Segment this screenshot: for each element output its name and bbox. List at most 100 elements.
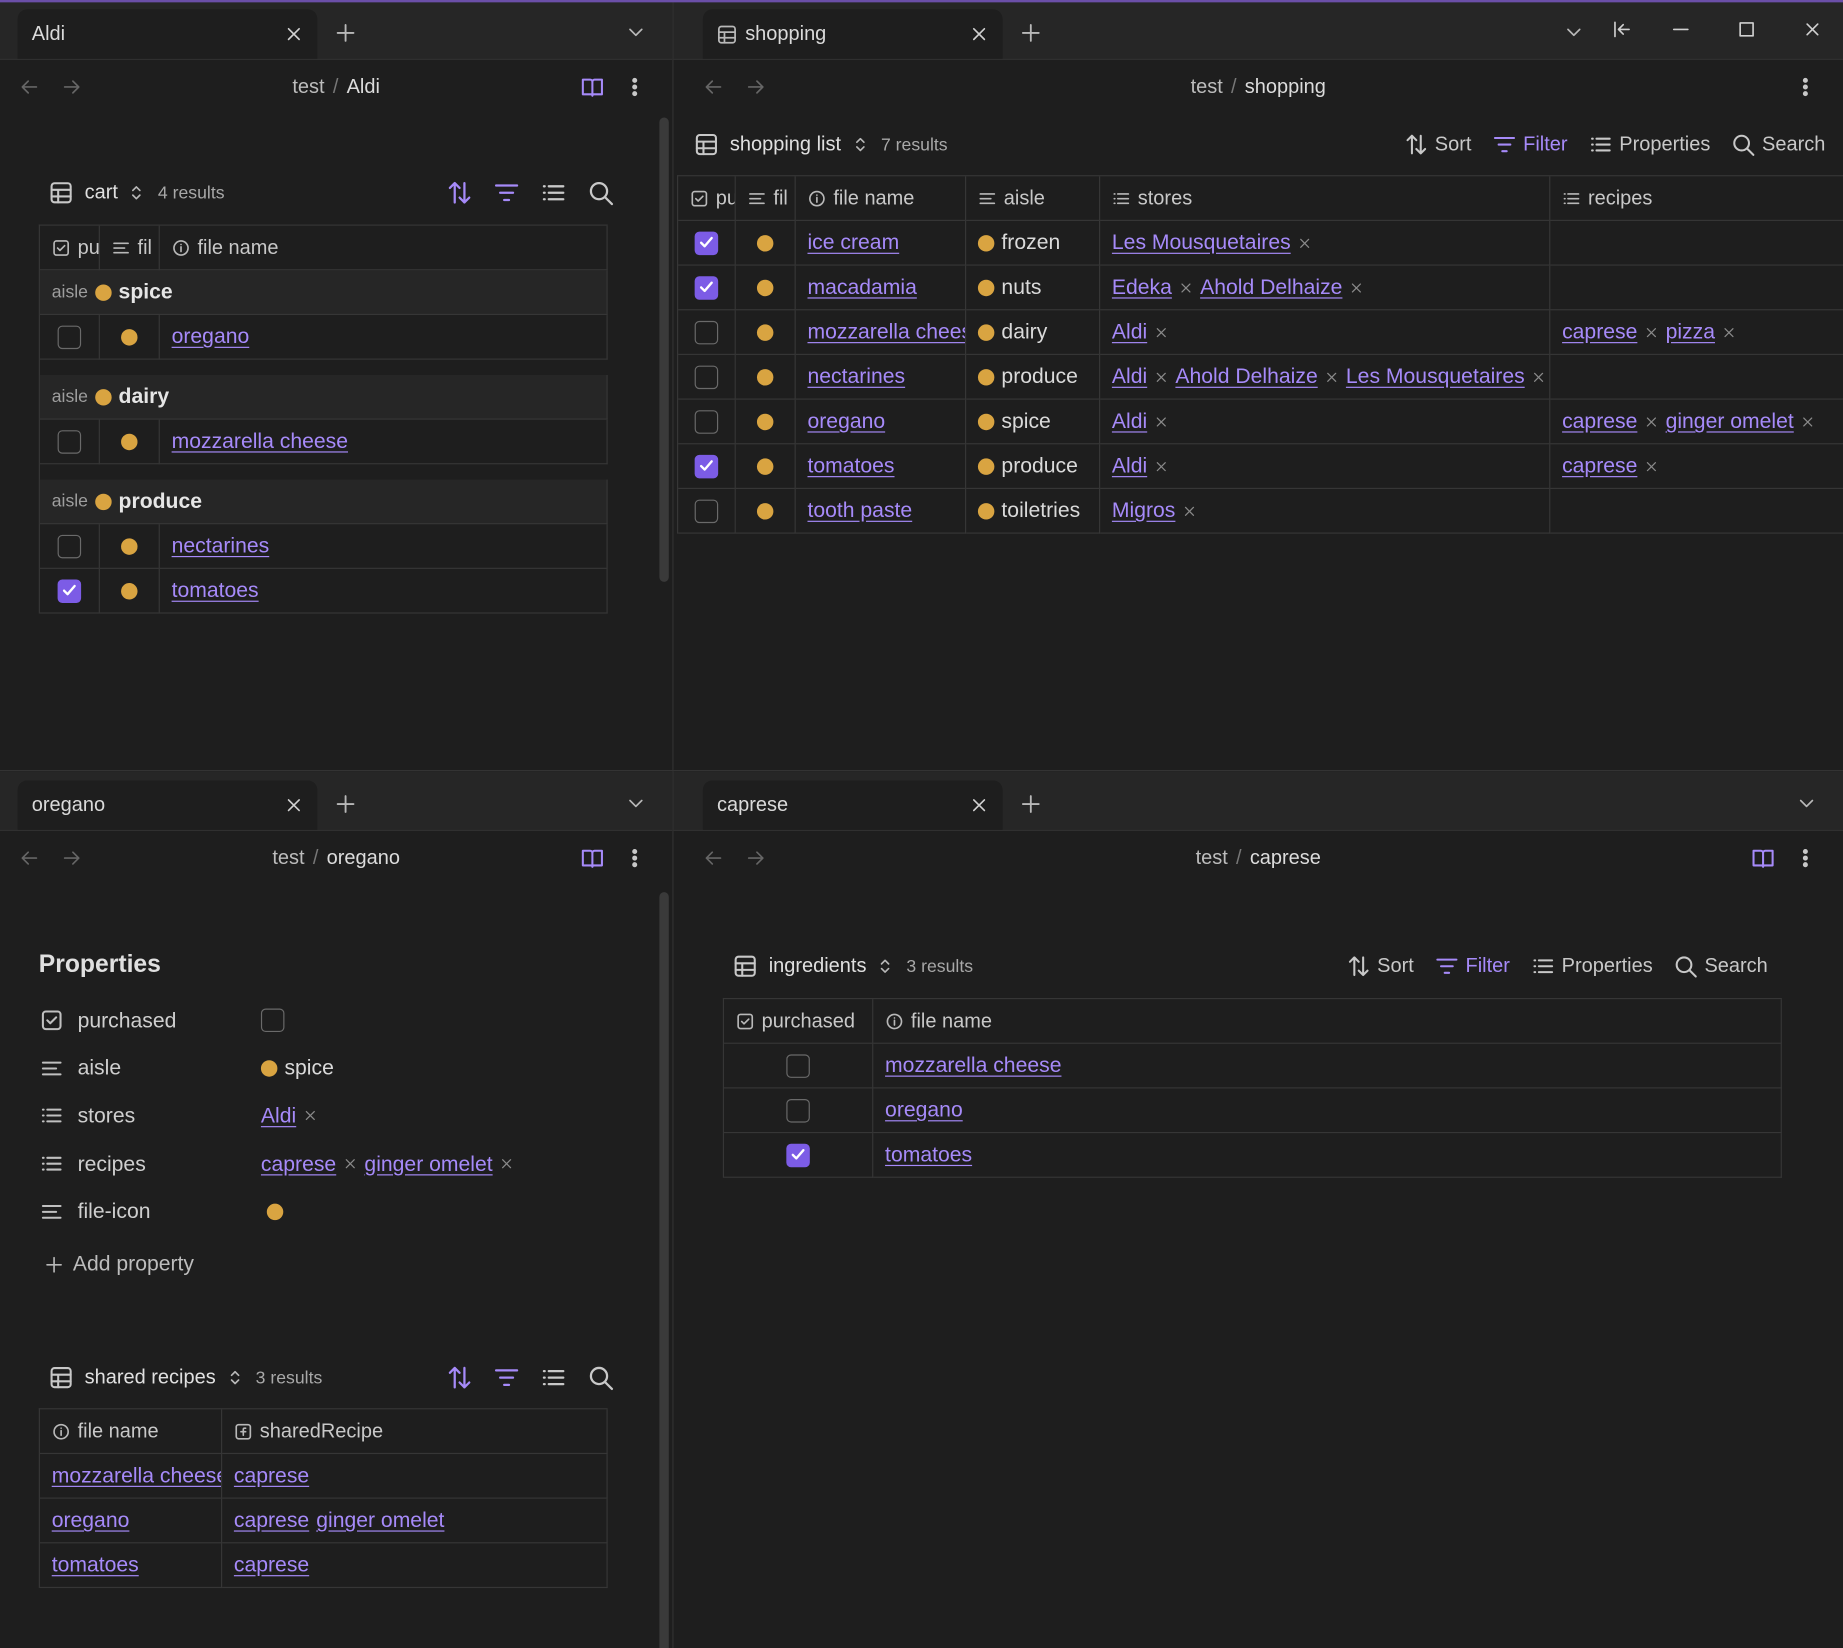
reading-view[interactable] <box>581 75 605 99</box>
add-property[interactable]: Add property <box>45 1252 194 1277</box>
file-link[interactable]: tomatoes <box>807 453 895 478</box>
link[interactable]: Ahold Delhaize <box>1200 275 1343 299</box>
breadcrumb-part[interactable]: oregano <box>326 846 400 869</box>
file-link[interactable]: tomatoes <box>171 578 259 602</box>
link[interactable]: Ahold Delhaize <box>1175 364 1318 388</box>
maximize[interactable] <box>1737 20 1756 39</box>
remove-button[interactable] <box>1644 414 1658 428</box>
toolbar-button[interactable] <box>541 1365 567 1391</box>
file-link[interactable]: nectarines <box>807 364 906 388</box>
remove-button[interactable] <box>1154 370 1168 384</box>
file-link[interactable]: tomatoes <box>51 1552 139 1577</box>
breadcrumb-part[interactable]: Aldi <box>346 75 380 98</box>
tab-list[interactable] <box>626 793 645 812</box>
remove-button[interactable] <box>1154 414 1168 428</box>
checkbox[interactable] <box>694 409 719 434</box>
link[interactable]: ginger omelet <box>316 1508 445 1532</box>
view-name[interactable]: cart <box>84 181 118 204</box>
file-link[interactable]: mozzarella cheese <box>171 429 349 453</box>
close-tab[interactable] <box>970 25 989 44</box>
checkbox[interactable] <box>694 320 719 344</box>
tab-list[interactable] <box>1797 793 1816 812</box>
forward[interactable] <box>746 849 765 868</box>
back[interactable] <box>20 78 39 97</box>
file-link[interactable]: oregano <box>171 324 250 348</box>
forward[interactable] <box>62 78 81 97</box>
back[interactable] <box>20 849 39 868</box>
toolbar-button[interactable]: Search <box>1674 954 1768 978</box>
link[interactable]: ginger omelet <box>1665 409 1794 433</box>
more-options[interactable] <box>624 848 645 869</box>
file-link[interactable]: macadamia <box>807 275 917 299</box>
new-tab[interactable] <box>1020 22 1041 43</box>
remove-button[interactable] <box>1154 459 1168 473</box>
link[interactable]: Aldi <box>1111 453 1148 478</box>
checkbox[interactable] <box>57 578 82 603</box>
toolbar-button[interactable]: Properties <box>1589 133 1710 157</box>
checkbox[interactable] <box>260 1008 285 1033</box>
close-tab[interactable] <box>284 25 303 44</box>
back[interactable] <box>704 78 723 97</box>
more-options[interactable] <box>624 76 645 97</box>
checkbox[interactable] <box>57 325 82 349</box>
file-link[interactable]: oregano <box>807 409 886 433</box>
checkbox[interactable] <box>694 275 719 300</box>
remove-button[interactable] <box>1349 280 1363 294</box>
file-link[interactable]: tooth paste <box>807 498 913 522</box>
checkbox[interactable] <box>57 534 82 558</box>
close-tab[interactable] <box>970 796 989 815</box>
view-switch[interactable] <box>850 135 869 154</box>
new-tab[interactable] <box>1020 793 1041 814</box>
toolbar-button[interactable]: Sort <box>1347 954 1414 978</box>
toolbar-button[interactable]: Filter <box>1493 133 1568 157</box>
remove-button[interactable] <box>1722 325 1736 339</box>
link[interactable]: caprese <box>260 1151 337 1175</box>
toolbar-button[interactable] <box>494 1365 520 1391</box>
toolbar-button[interactable]: Properties <box>1531 954 1653 978</box>
file-link[interactable]: ice cream <box>807 230 900 254</box>
link[interactable]: caprese <box>233 1508 310 1532</box>
toolbar-button[interactable] <box>588 180 614 206</box>
forward[interactable] <box>62 849 81 868</box>
minimize[interactable] <box>1671 20 1690 39</box>
tab[interactable]: oregano <box>17 780 318 830</box>
forward[interactable] <box>746 78 765 97</box>
remove-button[interactable] <box>1325 370 1339 384</box>
link[interactable]: Les Mousquetaires <box>1111 230 1291 254</box>
more-options[interactable] <box>1795 848 1816 869</box>
file-link[interactable]: nectarines <box>171 533 270 558</box>
link[interactable]: caprese <box>1562 409 1638 433</box>
new-tab[interactable] <box>335 22 356 43</box>
tab-list[interactable] <box>1564 22 1583 41</box>
checkbox[interactable] <box>694 498 719 523</box>
file-link[interactable]: tomatoes <box>885 1142 973 1167</box>
link[interactable]: caprese <box>1562 453 1638 478</box>
toolbar-button[interactable] <box>588 1365 614 1391</box>
toolbar-button[interactable]: Search <box>1731 133 1825 157</box>
toolbar-button[interactable] <box>494 180 520 206</box>
remove-button[interactable] <box>1644 459 1658 473</box>
link[interactable]: Edeka <box>1111 275 1172 299</box>
view-switch[interactable] <box>876 957 895 976</box>
remove-button[interactable] <box>303 1109 317 1123</box>
tab[interactable]: shopping <box>702 9 1003 59</box>
remove-button[interactable] <box>1182 504 1196 518</box>
checkbox[interactable] <box>786 1053 810 1078</box>
tab-list[interactable] <box>626 22 645 41</box>
breadcrumb-part[interactable]: test <box>1190 75 1223 98</box>
file-link[interactable]: oregano <box>885 1097 963 1122</box>
new-tab[interactable] <box>335 793 356 814</box>
remove-button[interactable] <box>343 1157 357 1171</box>
checkbox[interactable] <box>694 364 719 389</box>
link[interactable]: caprese <box>233 1463 310 1487</box>
link[interactable]: ginger omelet <box>364 1151 493 1175</box>
toolbar-button[interactable] <box>541 180 567 206</box>
file-link[interactable]: mozzarella cheese <box>885 1053 1062 1077</box>
link[interactable]: Aldi <box>1111 319 1148 344</box>
close-window[interactable] <box>1803 20 1822 39</box>
close-tab[interactable] <box>284 796 303 815</box>
file-link[interactable]: oregano <box>51 1508 130 1532</box>
breadcrumb-part[interactable]: caprese <box>1249 846 1321 869</box>
remove-button[interactable] <box>1154 325 1168 339</box>
view-name[interactable]: shopping list <box>729 132 842 156</box>
